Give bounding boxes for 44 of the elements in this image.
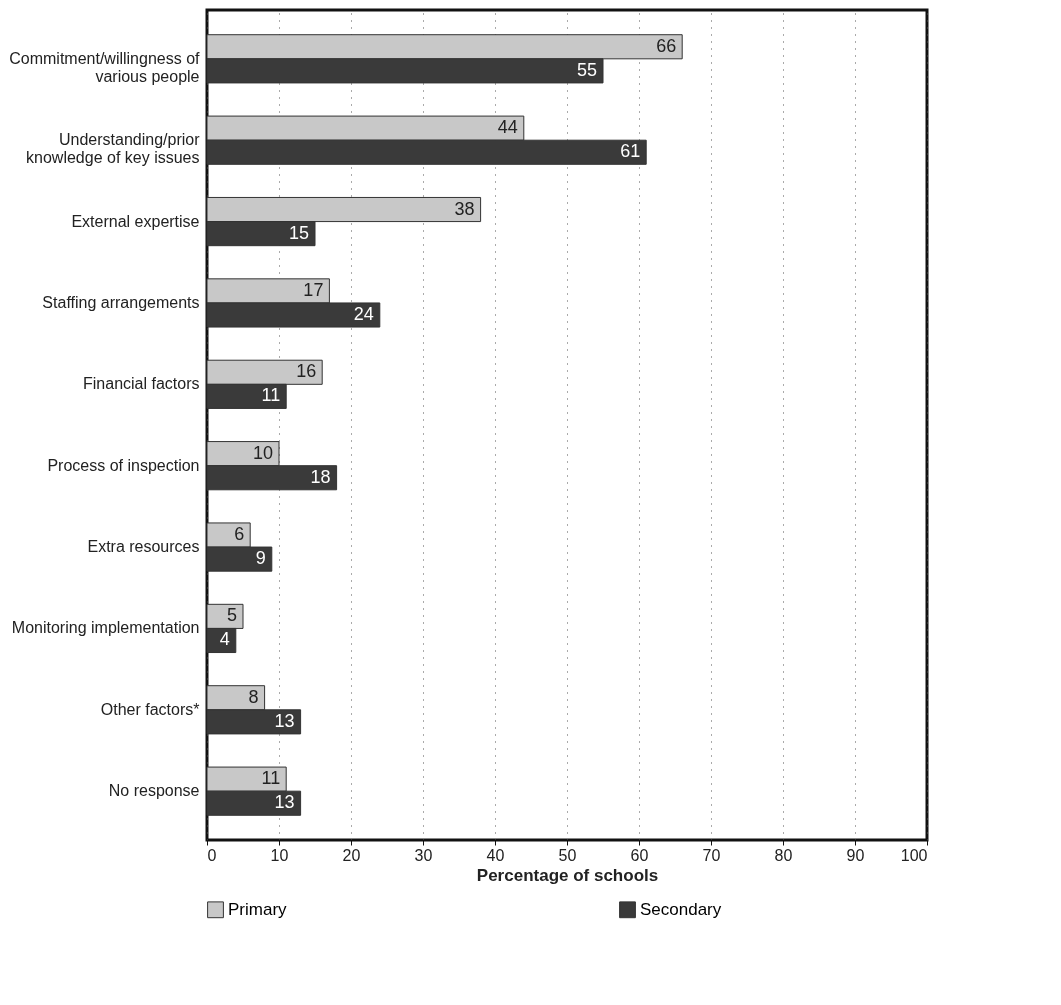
legend-label: Secondary [640, 899, 722, 919]
data-label: 15 [288, 222, 309, 243]
data-label: 11 [261, 385, 281, 406]
x-tick-label: 0 [207, 846, 217, 864]
y-tick-label: Financial factors [83, 375, 200, 393]
x-axis-title: Percentage of schools [476, 865, 659, 885]
data-label: 55 [576, 59, 597, 80]
data-label: 16 [296, 361, 317, 382]
y-tick-label: Commitment/willingness of various people [9, 49, 201, 85]
x-tick-label: 10 [270, 846, 289, 864]
data-label: 9 [255, 548, 266, 569]
y-tick-label: External expertise [71, 212, 200, 230]
x-tick-label: 50 [558, 846, 577, 864]
y-tick-label: No response [108, 782, 200, 800]
legend-label: Primary [228, 899, 288, 919]
data-label: 6 [234, 524, 245, 544]
data-label: 61 [620, 141, 641, 162]
data-label: 66 [656, 35, 677, 56]
data-label: 11 [261, 768, 281, 789]
x-tick-label: 30 [414, 846, 433, 864]
data-label: 18 [310, 466, 331, 487]
data-label: 5 [226, 605, 237, 626]
x-tick-label: 60 [630, 846, 649, 864]
y-tick-label: Other factors* [100, 700, 200, 718]
x-tick-label: 100 [900, 846, 928, 864]
y-tick-label: Staffing arrangements [42, 293, 200, 311]
data-label: 38 [454, 198, 475, 219]
data-label: 8 [248, 686, 259, 707]
y-tick-label: Extra resources [87, 538, 200, 556]
data-label: 13 [274, 710, 295, 731]
y-tick-label: Understanding/prior knowledge of key issues [26, 131, 201, 167]
x-tick-label: 70 [702, 846, 721, 864]
data-label: 4 [219, 629, 230, 650]
data-label: 10 [252, 442, 273, 463]
data-label: 44 [497, 117, 518, 138]
x-tick-label: 90 [846, 846, 865, 864]
data-label: 17 [303, 279, 324, 300]
x-tick-label: 40 [486, 846, 505, 864]
y-tick-label: Process of inspection [47, 456, 200, 474]
x-tick-label: 20 [342, 846, 361, 864]
y-tick-label: Monitoring implementation [11, 619, 200, 637]
x-tick-label: 80 [774, 846, 793, 864]
data-label: 13 [274, 792, 295, 813]
data-label: 24 [353, 304, 374, 324]
